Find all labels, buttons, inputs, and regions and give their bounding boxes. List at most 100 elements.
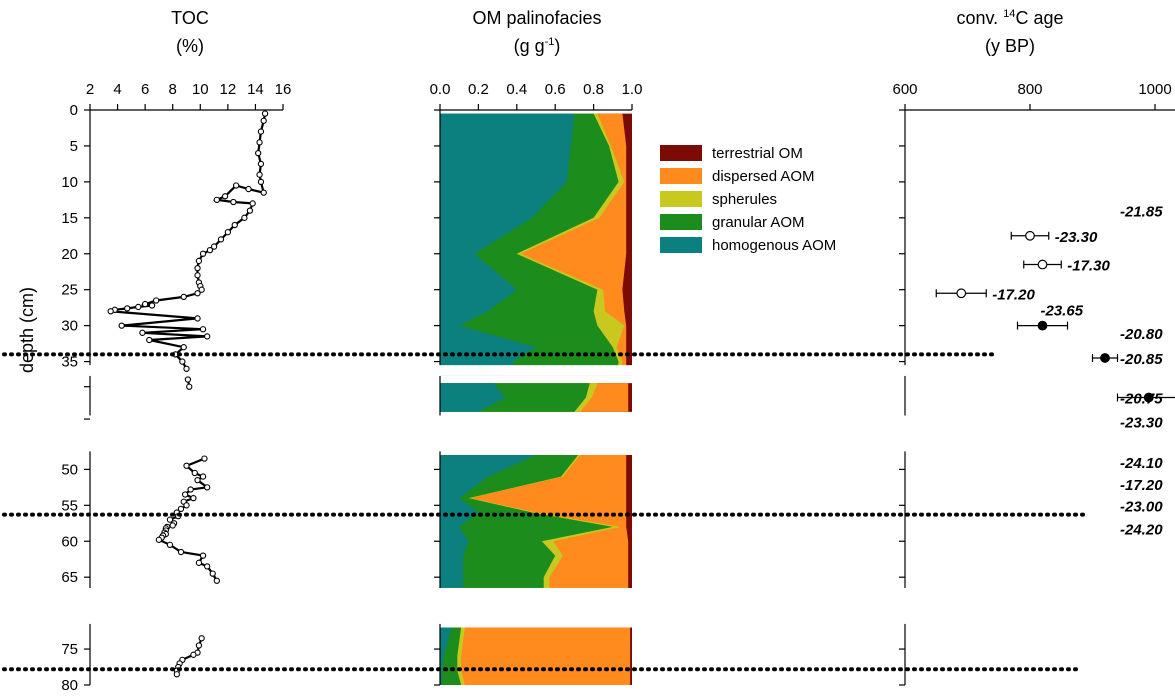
toc-x-tick-label-2: 2: [86, 81, 94, 98]
toc-point: [166, 516, 174, 523]
toc-x-tick-label-14: 14: [247, 81, 264, 98]
toc-point: [231, 221, 238, 229]
toc-point: [249, 200, 256, 207]
toc-y-tick-label-55: 55: [61, 497, 78, 514]
toc-point: [177, 548, 185, 556]
toc-point: [199, 326, 207, 333]
toc-layer: [107, 110, 269, 678]
om-area-homogenous: [440, 383, 506, 412]
age-label-4: -23.65: [1041, 303, 1084, 320]
toc-point: [186, 383, 193, 390]
age-title-superscript: 14: [1003, 8, 1015, 20]
legend-swatch-terrestrial: [660, 145, 702, 161]
toc-point: [194, 477, 201, 484]
toc-x-tick-label-12: 12: [220, 81, 237, 98]
toc-point: [194, 264, 201, 272]
age-point-1: [1025, 230, 1035, 241]
toc-y-tick-label-35: 35: [61, 354, 78, 371]
toc-point: [257, 160, 265, 168]
om-legend: terrestrial OM dispersed AOM spherules g…: [660, 145, 836, 254]
toc-point: [184, 376, 192, 383]
axes-layer: 0 5 10 15 20 25 30 35 50 55 60 65 75 80 2 4 6 8 10 12 14 16 0.…: [61, 81, 1175, 694]
toc-point: [190, 651, 197, 658]
legend-label-granular: granular AOM: [712, 214, 805, 231]
om-unit-superscript: -1: [545, 36, 555, 48]
toc-y-tick-label-20: 20: [61, 246, 78, 263]
toc-point: [230, 198, 237, 206]
toc-point: [213, 196, 220, 203]
age-x-tick-label-600: 600: [892, 81, 917, 98]
toc-point: [118, 322, 125, 329]
age-label-6: -20.85: [1120, 351, 1163, 368]
toc-y-tick-label-15: 15: [61, 210, 78, 227]
om-x-tick-label-1.0: 1.0: [622, 81, 643, 98]
toc-point: [191, 469, 198, 477]
age-point-3: [956, 288, 967, 299]
toc-unit: (%): [176, 36, 204, 56]
age-label-1: -23.30: [1055, 229, 1098, 246]
toc-x-tick-label-16: 16: [275, 81, 292, 98]
toc-point: [195, 257, 203, 265]
toc-point: [255, 149, 262, 157]
om-title: OM palinofacies: [472, 8, 601, 28]
age-title: conv. 14C age: [957, 8, 1064, 28]
age-point-7: [1143, 392, 1154, 403]
toc-point: [194, 315, 201, 322]
toc-point: [180, 344, 187, 351]
legend-swatch-granular: [660, 214, 702, 230]
toc-point: [256, 171, 263, 178]
toc-y-tick-label-65: 65: [61, 569, 78, 586]
om-section-gap-0: [439, 365, 635, 376]
om-area-homogenous: [440, 627, 452, 685]
toc-point: [206, 247, 214, 254]
legend-swatch-spherules: [660, 191, 702, 207]
toc-point: [194, 272, 201, 279]
legend-label-terrestrial: terrestrial OM: [712, 145, 803, 162]
toc-point: [190, 494, 197, 502]
toc-point: [232, 182, 240, 189]
age-title-a: conv.: [957, 8, 1004, 28]
age-point-2: [1037, 259, 1048, 270]
toc-point: [195, 642, 203, 649]
om-area-dispersed: [440, 627, 631, 685]
age-label-0: -21.85: [1120, 204, 1163, 221]
toc-point: [256, 139, 263, 146]
om-x-tick-label-0.0: 0.0: [430, 81, 451, 98]
toc-point: [107, 308, 114, 315]
toc-y-tick-label-30: 30: [61, 318, 78, 335]
dotted-reference-lines: [2, 352, 1086, 672]
om-area-granular: [440, 455, 613, 592]
age-label-10: -17.20: [1120, 477, 1163, 494]
om-area-homogenous: [440, 455, 536, 592]
toc-y-tick-label-25: 25: [61, 282, 78, 299]
toc-y-tick-label-60: 60: [61, 533, 78, 550]
toc-y-tick-label-75: 75: [61, 641, 78, 658]
toc-point: [187, 486, 194, 493]
toc-point: [257, 178, 265, 186]
toc-point: [260, 189, 267, 196]
toc-point: [245, 185, 252, 193]
toc-x-tick-label-4: 4: [113, 81, 121, 98]
om-unit-close: ): [554, 36, 560, 56]
toc-point: [135, 303, 142, 311]
age-unit: (y BP): [985, 36, 1035, 56]
age-label-12: -24.20: [1120, 521, 1163, 538]
toc-point: [194, 290, 201, 297]
toc-point: [221, 193, 229, 200]
age-label-7: -20.75: [1120, 391, 1163, 408]
toc-point: [199, 473, 207, 480]
toc-point: [210, 243, 218, 250]
toc-point: [198, 635, 205, 642]
toc-point: [204, 563, 211, 570]
om-unit: (g g-1): [514, 36, 561, 56]
toc-point: [224, 229, 232, 236]
toc-point: [173, 671, 180, 678]
toc-point: [179, 358, 186, 365]
om-unit-open: (g g: [514, 36, 545, 56]
depth-axis-label: depth (cm): [17, 287, 37, 373]
toc-point: [204, 333, 211, 340]
om-area-layer: [439, 113, 635, 685]
om-area-homogenous: [440, 113, 575, 376]
toc-line-segment-0: [110, 113, 267, 370]
